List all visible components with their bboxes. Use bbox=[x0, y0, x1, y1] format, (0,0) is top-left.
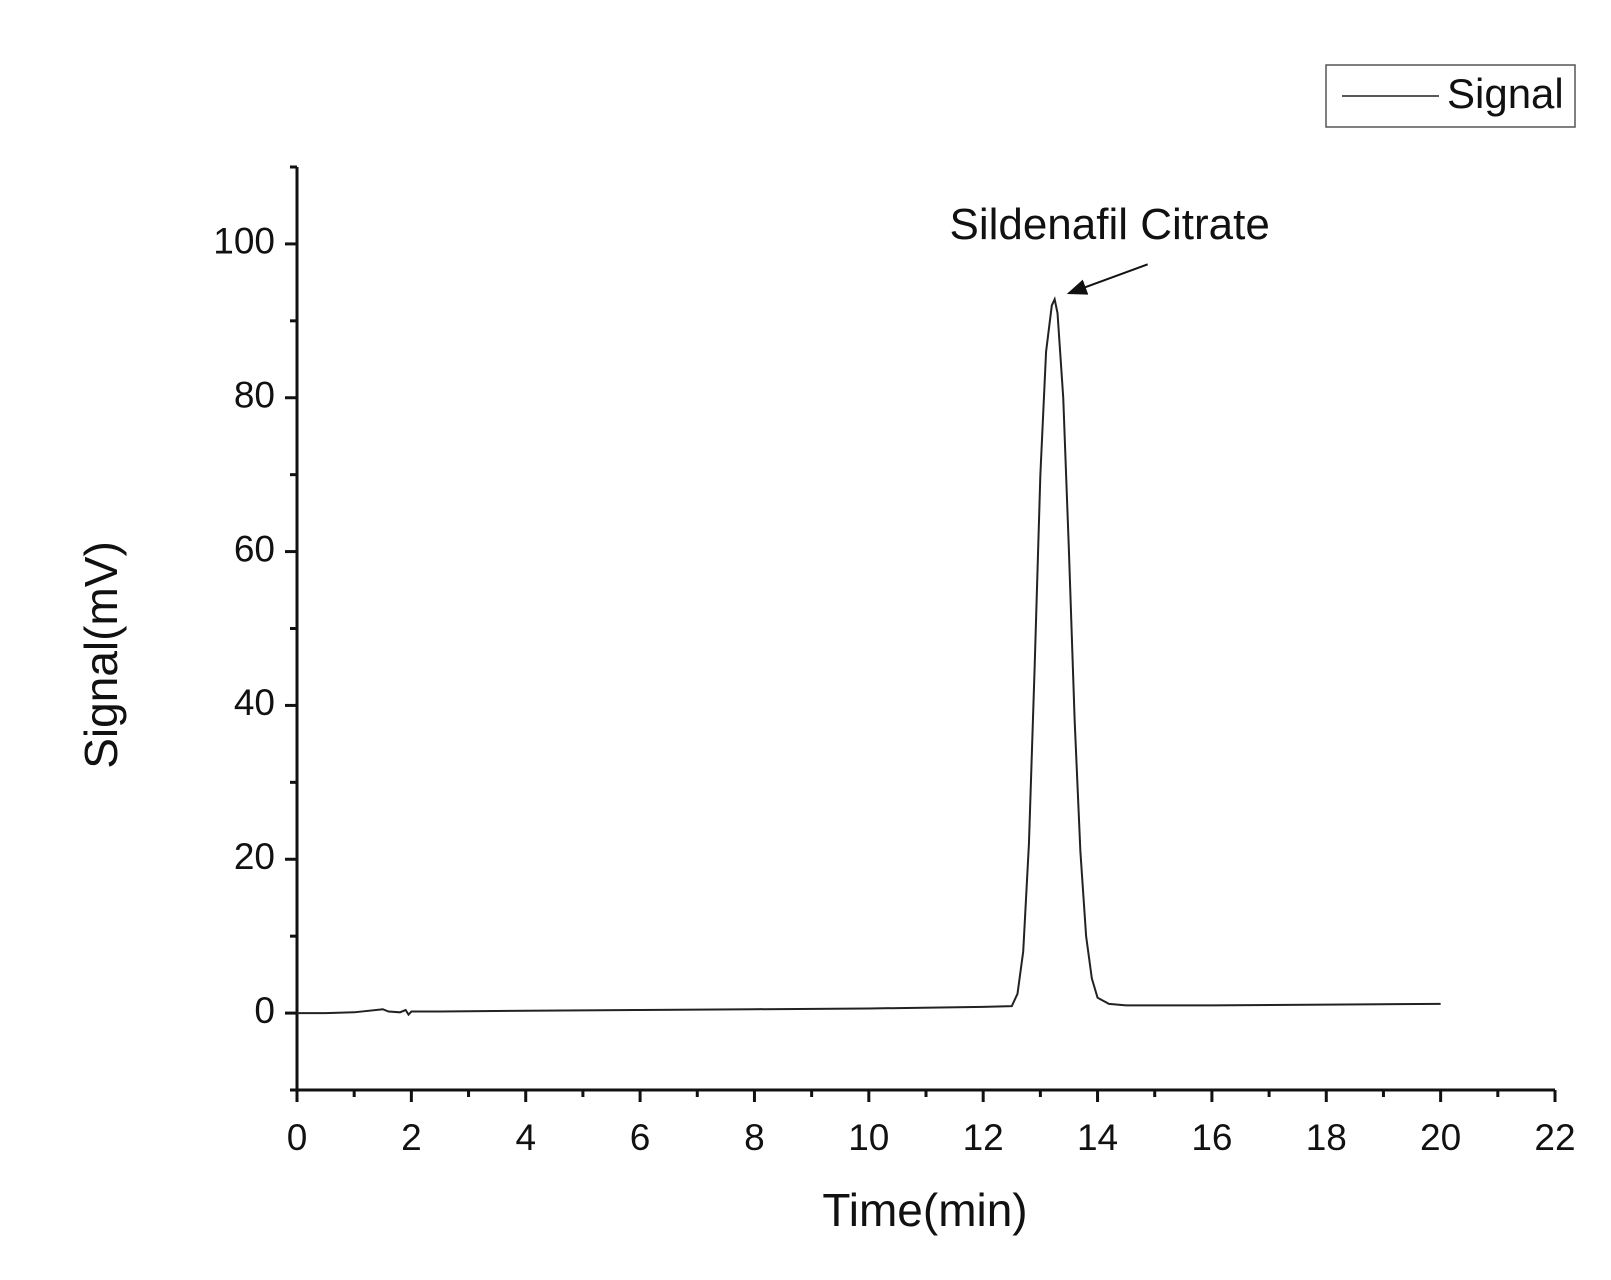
x-tick-label: 4 bbox=[515, 1117, 536, 1158]
y-tick-label: 100 bbox=[213, 221, 275, 262]
annotation-arrow bbox=[1066, 263, 1149, 295]
x-tick-label: 8 bbox=[744, 1117, 765, 1158]
x-tick-label: 18 bbox=[1306, 1117, 1347, 1158]
y-tick-label: 0 bbox=[254, 990, 275, 1031]
x-axis-label: Time(min) bbox=[822, 1184, 1027, 1236]
x-tick-label: 16 bbox=[1191, 1117, 1232, 1158]
x-tick-label: 2 bbox=[401, 1117, 422, 1158]
y-axis-label: Signal(mV) bbox=[75, 541, 127, 769]
y-tick-label: 60 bbox=[234, 528, 275, 569]
x-tick-label: 10 bbox=[848, 1117, 889, 1158]
x-tick-label: 12 bbox=[963, 1117, 1004, 1158]
x-tick-label: 0 bbox=[287, 1117, 308, 1158]
x-tick-label: 6 bbox=[630, 1117, 651, 1158]
legend-label: Signal bbox=[1447, 70, 1564, 117]
signal-line bbox=[297, 296, 1441, 1017]
annotation: Sildenafil Citrate bbox=[949, 200, 1269, 249]
x-tick-label: 20 bbox=[1420, 1117, 1461, 1158]
y-tick-label: 40 bbox=[234, 682, 275, 723]
y-tick-label: 20 bbox=[234, 836, 275, 877]
x-tick-label: 22 bbox=[1534, 1117, 1575, 1158]
x-tick-label: 14 bbox=[1077, 1117, 1118, 1158]
y-tick-label: 80 bbox=[234, 375, 275, 416]
